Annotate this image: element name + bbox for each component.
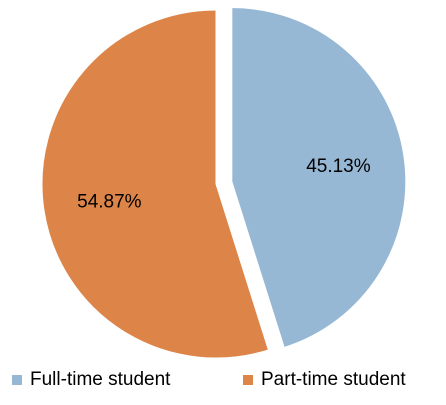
legend-swatch-part-time-student — [243, 375, 253, 385]
pie-slice-part-time-student — [41, 9, 270, 359]
legend: Full-time student Part-time student — [12, 369, 406, 390]
pie-slice-full-time-student — [231, 7, 407, 349]
pie-slices — [41, 7, 407, 359]
slice-label-full-time-student: 45.13% — [306, 156, 371, 177]
legend-label-full-time-student: Full-time student — [30, 369, 171, 390]
slice-labels: 45.13% 54.87% — [77, 156, 371, 212]
slice-label-part-time-student: 54.87% — [77, 191, 142, 212]
legend-swatch-full-time-student — [12, 375, 22, 385]
legend-label-part-time-student: Part-time student — [261, 369, 406, 390]
